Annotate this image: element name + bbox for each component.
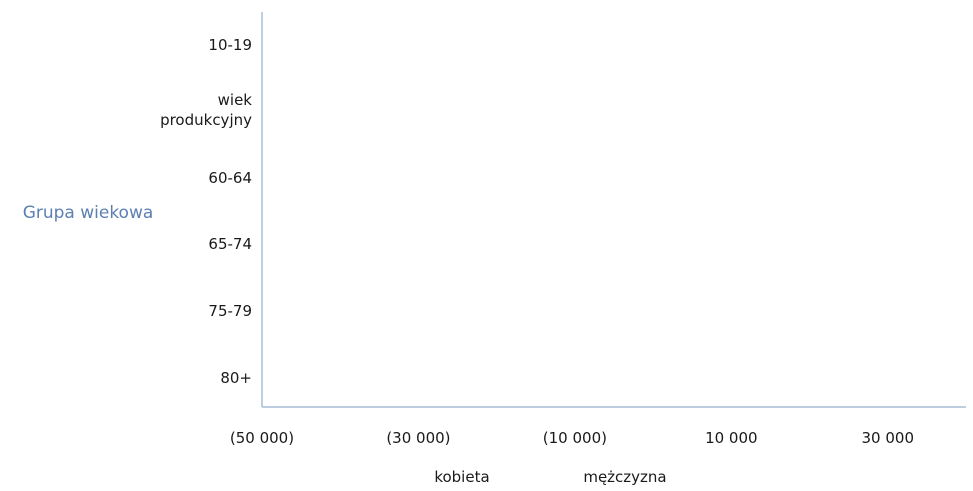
x-tick-label: (50 000) — [230, 429, 294, 447]
y-tick-labels: 10-19 wiek produkcyjny 60-64 65-74 75-79 80+ — [160, 36, 252, 387]
y-tick-label: 65-74 — [208, 235, 252, 253]
x-tick-label: (10 000) — [543, 429, 607, 447]
x-tick-label: 30 000 — [862, 429, 915, 447]
y-tick-label: 80+ — [220, 369, 252, 387]
x-tick-label: 10 000 — [705, 429, 758, 447]
x-tick-label: (30 000) — [386, 429, 450, 447]
legend-item-kobieta: kobieta — [434, 468, 489, 486]
legend: kobieta mężczyzna — [434, 468, 666, 486]
legend-item-mezczyzna: mężczyzna — [583, 468, 666, 486]
y-tick-label: 60-64 — [208, 169, 252, 187]
x-tick-labels: (50 000) (30 000) (10 000) 10 000 30 000 — [230, 429, 914, 447]
y-tick-label: wiek produkcyjny — [160, 91, 252, 129]
y-tick-label: 75-79 — [208, 302, 252, 320]
y-tick-label: 10-19 — [208, 36, 252, 54]
y-axis-label: Grupa wiekowa — [23, 203, 154, 223]
